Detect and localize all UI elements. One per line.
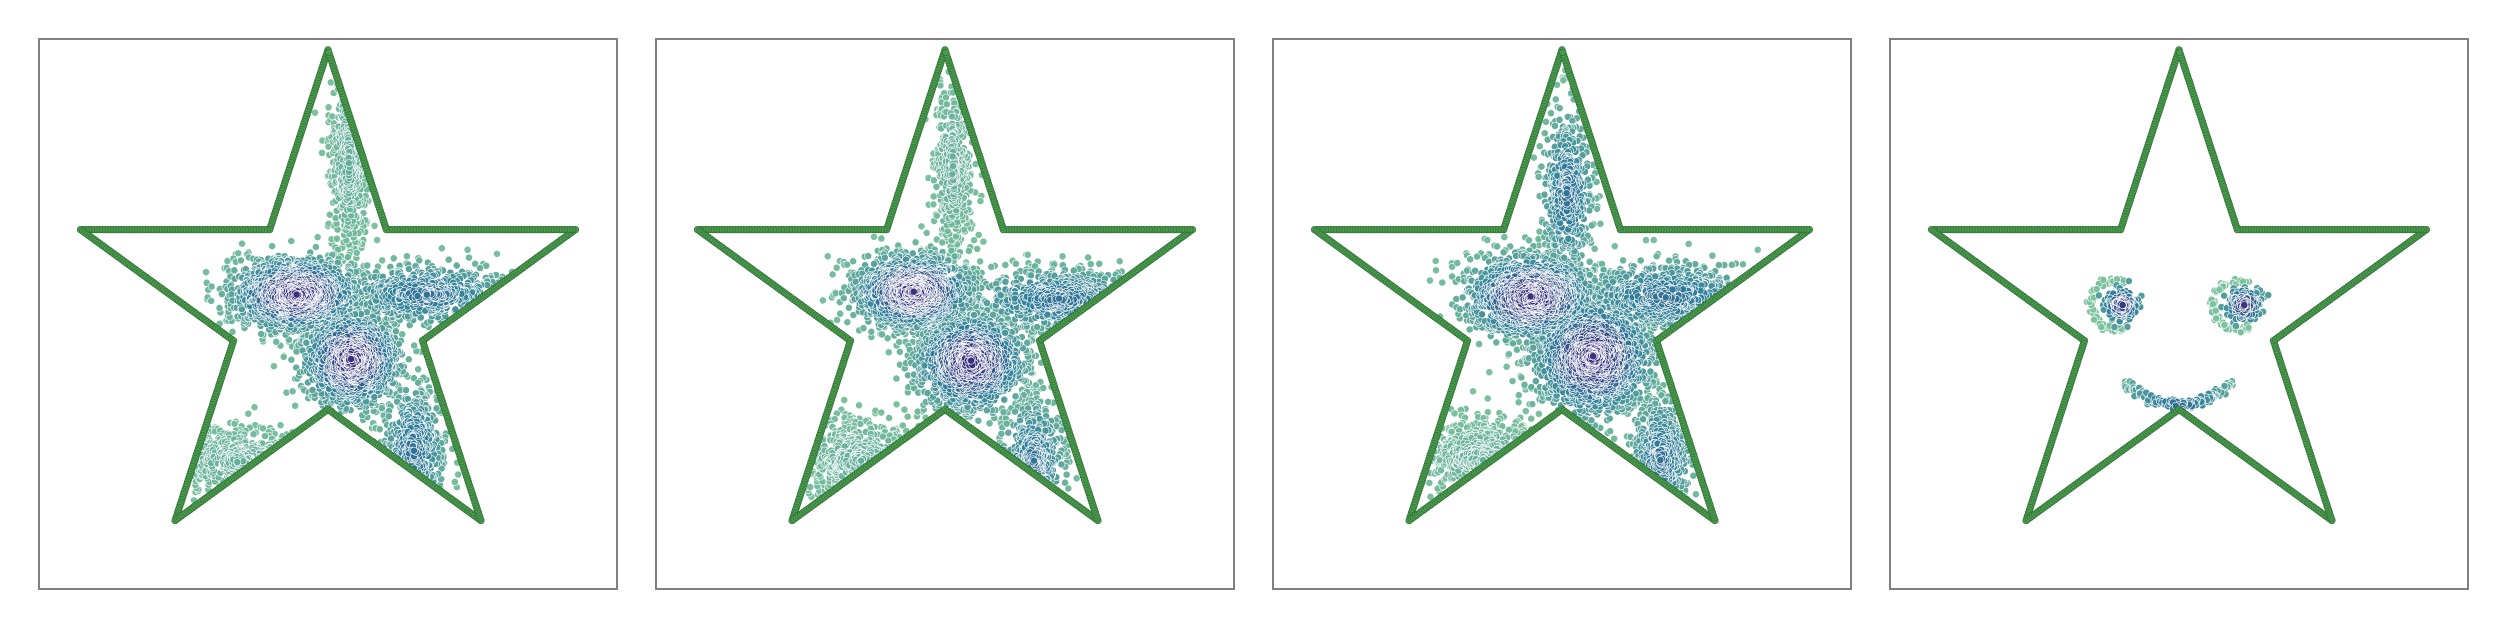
scatter-point — [236, 256, 245, 265]
scatter-point — [384, 412, 393, 421]
scatter-point — [318, 149, 326, 157]
scatter-point — [257, 330, 266, 338]
scatter-point — [326, 78, 335, 87]
scatter-point — [402, 386, 410, 395]
scatter-point — [218, 290, 226, 298]
scatter-point — [344, 253, 352, 261]
scatter-point — [313, 233, 322, 242]
scatter-point — [215, 304, 224, 312]
scatter-point — [414, 365, 423, 374]
scatter-point — [471, 259, 480, 268]
scatter-point — [344, 159, 353, 167]
scatter-point — [249, 430, 258, 438]
scatter-point — [403, 252, 411, 261]
scatter-point — [270, 362, 278, 371]
scatter-point — [432, 404, 441, 413]
scatter-point — [377, 404, 386, 412]
scatter-points — [180, 73, 516, 505]
scatter-point — [410, 341, 419, 350]
scatter-point — [423, 290, 431, 299]
scatter-point — [259, 424, 267, 433]
scatter-point — [389, 254, 398, 263]
scatter-point — [324, 103, 333, 112]
scatter-point — [250, 403, 259, 412]
scatter-point — [202, 268, 210, 277]
scatter-point — [392, 327, 400, 336]
scatter-point — [363, 261, 372, 270]
scatter-point — [287, 237, 296, 245]
scatter-point — [291, 401, 300, 410]
scatter-point — [268, 242, 276, 250]
scatter-point — [410, 446, 418, 455]
scatter-point — [333, 234, 341, 243]
scatter-point — [451, 478, 459, 486]
scatter-point — [287, 355, 296, 364]
scatter-point — [228, 327, 237, 336]
scatter-point — [493, 249, 501, 258]
scatter-point — [312, 243, 320, 251]
scatter-point — [292, 290, 301, 299]
scatter-point — [328, 112, 337, 121]
scatter-point — [311, 108, 319, 117]
scatter-point — [234, 249, 243, 258]
scatter-point — [463, 245, 472, 254]
scatter-point — [373, 236, 381, 244]
scatter-point — [413, 292, 422, 300]
scatter-point — [230, 419, 239, 428]
scatter-point — [230, 266, 239, 275]
scatter-point — [415, 256, 424, 265]
scatter-point — [476, 264, 484, 272]
scatter-point — [452, 261, 461, 270]
scatter-point — [334, 245, 342, 254]
scatter-point — [244, 409, 253, 418]
scatter-point — [276, 421, 285, 430]
scatter-point — [238, 239, 246, 248]
scatter-point — [375, 425, 384, 434]
scatter-point — [272, 337, 281, 346]
scatter-point — [233, 458, 242, 466]
scatter-point — [404, 355, 413, 364]
scatter-point — [207, 282, 216, 291]
scatter-point — [444, 255, 453, 264]
scatter-point — [414, 378, 423, 387]
scatter-point — [325, 210, 334, 219]
scatter-point — [465, 253, 473, 262]
scatter-point — [261, 432, 269, 440]
scatter-point — [288, 387, 297, 396]
scatter-point — [437, 244, 446, 253]
scatter-point — [308, 386, 317, 394]
scatter-point — [454, 470, 463, 479]
scatter-point — [207, 297, 216, 305]
scatter-point — [370, 221, 379, 230]
scatter-point — [279, 352, 288, 361]
scatter-point — [347, 355, 355, 363]
scatter-point — [378, 256, 387, 265]
scatter-panel-1 — [38, 38, 618, 590]
plot-svg-1 — [76, 46, 580, 525]
scatter-point — [352, 248, 361, 257]
